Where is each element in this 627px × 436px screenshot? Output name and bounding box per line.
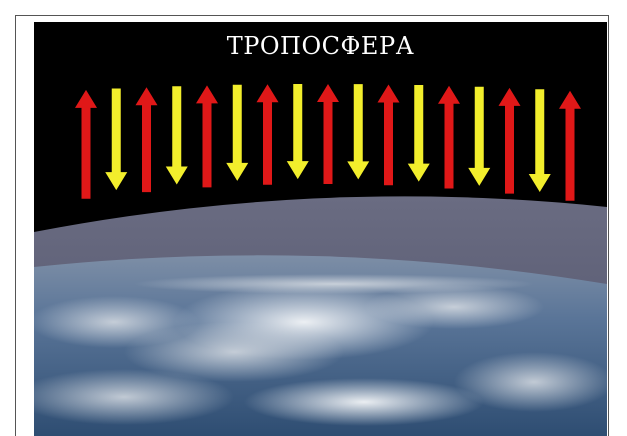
arrow-down-icon	[528, 89, 551, 192]
arrow-up-icon	[498, 87, 521, 194]
arrow-down-icon	[226, 84, 249, 181]
arrow-up-icon	[559, 90, 581, 201]
arrow-down-icon	[165, 86, 188, 185]
arrow-down-icon	[347, 84, 370, 180]
arrow-up-icon	[317, 84, 339, 185]
arrow-up-icon	[135, 87, 158, 193]
arrow-down-icon	[468, 86, 491, 186]
arrow-up-icon	[256, 84, 279, 185]
arrow-up-icon	[75, 89, 97, 199]
arrow-down-icon	[407, 85, 430, 182]
convection-arrows	[75, 84, 581, 201]
arrow-down-icon	[105, 88, 128, 191]
arrow-up-icon	[438, 85, 460, 189]
arrow-down-icon	[286, 84, 309, 180]
arrow-up-icon	[377, 84, 400, 186]
troposphere-illustration: ТРОПОСФЕРА	[34, 22, 607, 436]
arrow-up-icon	[196, 85, 218, 188]
troposphere-title: ТРОПОСФЕРА	[226, 32, 415, 60]
earth-atmosphere-scene	[34, 22, 607, 436]
cloud-cover	[34, 274, 607, 426]
